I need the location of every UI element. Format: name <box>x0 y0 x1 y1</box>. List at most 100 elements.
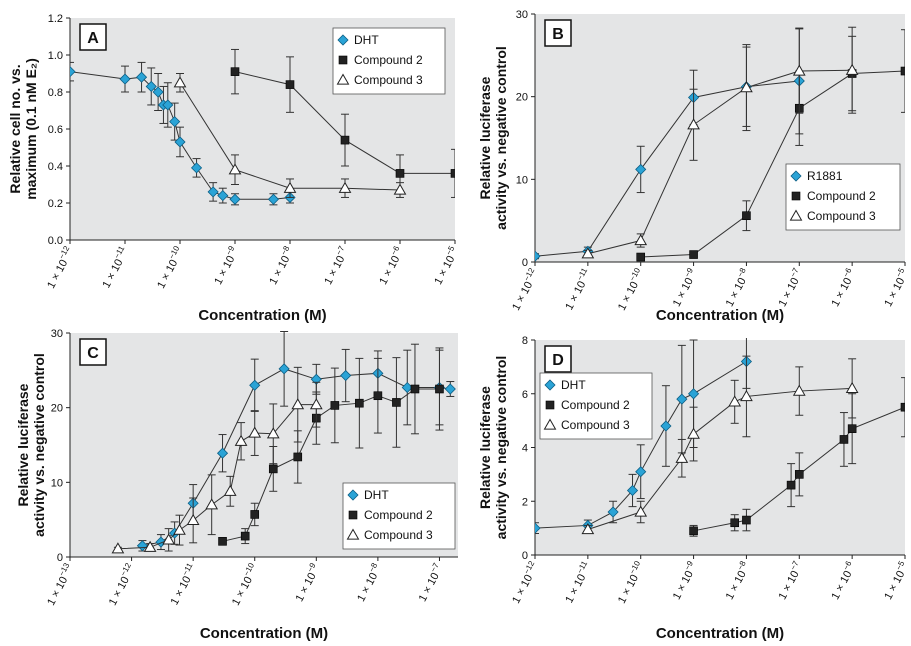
legend-label: Compound 2 <box>807 189 876 203</box>
y-tick-label: 20 <box>516 92 528 104</box>
y-axis-label: Relative luciferase <box>477 76 493 199</box>
x-tick-label: 1 × 10−6 <box>827 559 859 602</box>
legend-marker <box>339 56 347 64</box>
panel-a: 0.0 0.2 0.4 0.6 0.8 1.0 1.2 1 × 10−12 1 × 10−11 1… <box>7 13 462 324</box>
y-tick-label: 1.2 <box>48 13 63 25</box>
data-point <box>231 68 239 76</box>
legend: DHT Compound 2 Compound 3 <box>540 373 652 439</box>
x-tick-label: 1 × 10−11 <box>561 266 595 312</box>
data-point <box>341 136 349 144</box>
y-axis-label: activity vs. negative control <box>31 353 47 537</box>
legend: R1881 Compound 2 Compound 3 <box>786 164 900 230</box>
x-tick-label: 1 × 10−10 <box>227 561 261 608</box>
y-tick-label: 30 <box>51 328 63 340</box>
data-point <box>411 385 419 393</box>
legend-label: Compound 3 <box>561 418 630 432</box>
x-tick-label: 1 × 10−8 <box>721 559 753 602</box>
data-point <box>690 251 698 259</box>
svg-text:C: C <box>87 345 99 362</box>
x-tick-label: 1 × 10−13 <box>43 561 77 608</box>
legend-label: Compound 3 <box>807 209 876 223</box>
data-point <box>451 169 459 177</box>
x-tick-label: 1 × 10−7 <box>414 561 446 604</box>
x-axis-label: Concentration (M) <box>656 625 784 642</box>
x-axis-label: Concentration (M) <box>656 307 784 324</box>
x-axis-label: Concentration (M) <box>200 625 328 642</box>
x-tick-label: 1 × 10−11 <box>166 561 200 607</box>
data-point <box>219 537 227 545</box>
legend-label: DHT <box>364 488 389 502</box>
data-point <box>840 435 848 443</box>
y-tick-label: 0.8 <box>48 87 63 99</box>
data-point <box>637 253 645 261</box>
x-tick-label: 1 × 10−9 <box>668 559 700 602</box>
x-tick-label: 1 × 10−10 <box>613 266 647 313</box>
data-point <box>795 470 803 478</box>
panel-d: 024681 × 10−121 × 10−111 × 10−101 × 10−9… <box>477 335 911 642</box>
x-tick-label: 1 × 10−7 <box>774 559 806 602</box>
y-tick-label: 2 <box>522 496 528 508</box>
y-tick-label: 10 <box>51 477 63 489</box>
data-point <box>690 527 698 535</box>
y-axis-label: Relative cell no. vs. <box>7 64 23 193</box>
data-point <box>294 453 302 461</box>
data-point <box>742 212 750 220</box>
y-tick-label: 6 <box>522 389 528 401</box>
data-point <box>742 516 750 524</box>
x-tick-label: 1 × 10−11 <box>561 559 595 605</box>
data-point <box>901 403 909 411</box>
legend-label: DHT <box>354 33 379 47</box>
svg-text:D: D <box>552 352 564 369</box>
y-tick-label: 0.6 <box>48 124 63 136</box>
y-axis-label: activity vs. negative control <box>493 356 509 540</box>
legend-label: Compound 2 <box>354 53 423 67</box>
panel-letter: B <box>545 20 571 46</box>
data-point <box>241 532 249 540</box>
x-tick-label: 1 × 10−10 <box>153 244 187 291</box>
data-point <box>731 519 739 527</box>
panel-c: 01020301 × 10−131 × 10−121 × 10−111 × 10… <box>15 328 458 642</box>
x-tick-label: 1 × 10−12 <box>43 244 77 291</box>
data-point <box>392 398 400 406</box>
y-tick-label: 0.0 <box>48 235 63 247</box>
data-point <box>331 401 339 409</box>
y-tick-label: 1.0 <box>48 50 63 62</box>
legend-label: Compound 2 <box>561 398 630 412</box>
x-axis-label: Concentration (M) <box>198 307 326 324</box>
data-point <box>787 481 795 489</box>
x-tick-label: 1 × 10−7 <box>320 244 352 287</box>
x-tick-label: 1 × 10−7 <box>774 266 806 309</box>
y-axis-label: maximum (0.1 nM E₂) <box>23 58 39 200</box>
panel-b: 01020301 × 10−121 × 10−111 × 10−101 × 10… <box>477 9 911 324</box>
x-tick-label: 1 × 10−12 <box>104 561 138 608</box>
legend-marker <box>546 401 554 409</box>
legend: DHT Compound 2 Compound 3 <box>333 28 445 94</box>
legend-marker <box>349 511 357 519</box>
legend-label: Compound 3 <box>354 73 423 87</box>
y-tick-label: 20 <box>51 403 63 415</box>
y-tick-label: 0.2 <box>48 198 63 210</box>
data-point <box>396 169 404 177</box>
legend: DHT Compound 2 Compound 3 <box>343 483 455 549</box>
x-tick-label: 1 × 10−12 <box>508 266 542 313</box>
y-tick-label: 10 <box>516 174 528 186</box>
legend-marker <box>792 192 800 200</box>
x-tick-label: 1 × 10−5 <box>880 266 911 309</box>
legend-label: Compound 3 <box>364 528 433 542</box>
panel-letter: D <box>545 346 571 372</box>
panel-letter: C <box>80 339 106 365</box>
x-tick-label: 1 × 10−5 <box>430 244 462 287</box>
x-tick-label: 1 × 10−8 <box>265 244 297 287</box>
data-point <box>901 67 909 75</box>
x-tick-label: 1 × 10−8 <box>353 561 385 604</box>
x-tick-label: 1 × 10−9 <box>291 561 323 604</box>
x-tick-label: 1 × 10−5 <box>880 559 911 602</box>
y-axis-label: Relative luciferase <box>477 386 493 509</box>
x-tick-label: 1 × 10−11 <box>98 244 132 290</box>
data-point <box>286 81 294 89</box>
x-tick-label: 1 × 10−6 <box>375 244 407 287</box>
y-tick-label: 30 <box>516 9 528 21</box>
x-tick-label: 1 × 10−10 <box>613 559 647 606</box>
x-tick-label: 1 × 10−8 <box>721 266 753 309</box>
